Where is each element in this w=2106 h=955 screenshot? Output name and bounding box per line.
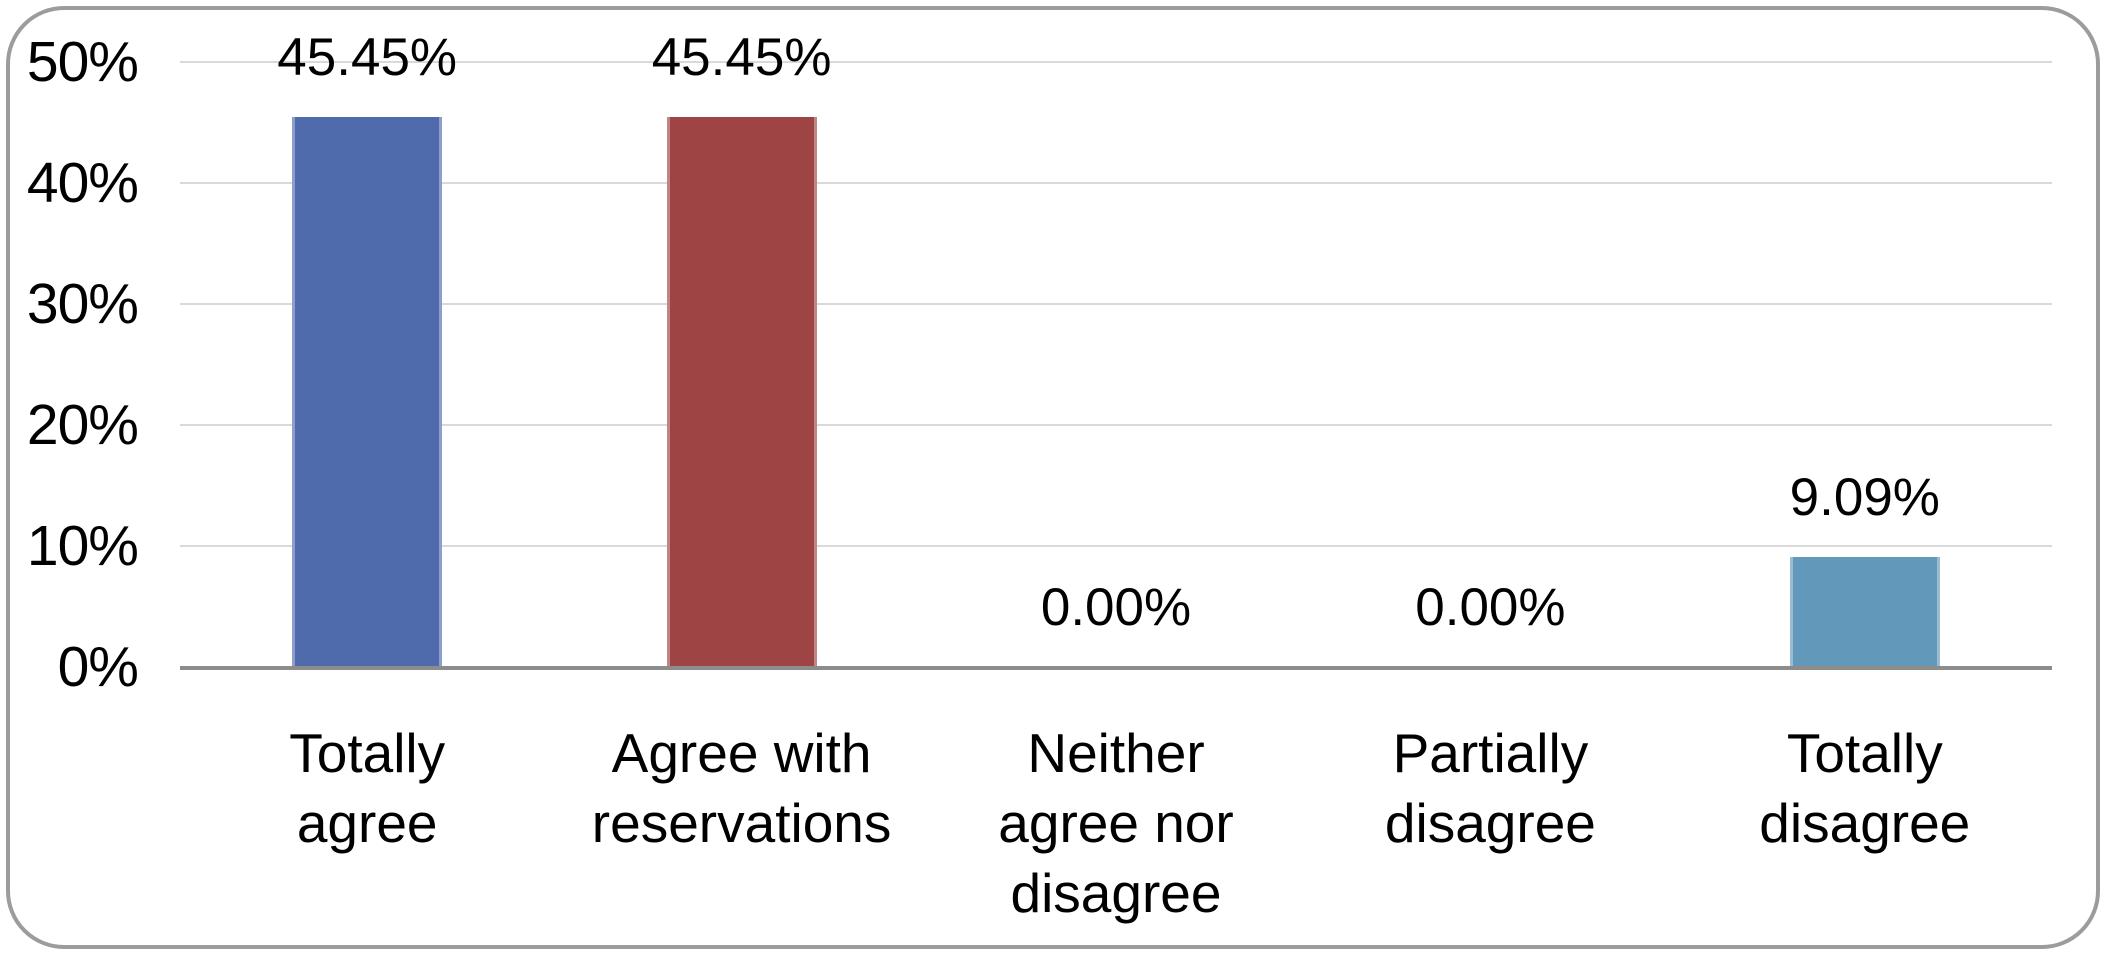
y-axis-label: 10%: [26, 514, 139, 578]
x-axis-label: Totally disagree: [1759, 722, 1971, 854]
gridline: [180, 303, 2052, 305]
data-label: 0.00%: [1040, 578, 1192, 637]
gridline: [180, 545, 2052, 547]
gridline: [180, 182, 2052, 184]
x-axis-line: [180, 666, 2052, 670]
y-axis-label: 50%: [26, 30, 139, 94]
x-axis-label: Partially disagree: [1384, 722, 1596, 854]
x-axis-label: Agree with reservations: [591, 722, 892, 854]
data-label: 45.45%: [651, 28, 832, 87]
y-axis-label: 40%: [26, 151, 139, 215]
y-axis-label: 20%: [26, 393, 139, 457]
data-label: 45.45%: [277, 28, 458, 87]
bar: [666, 117, 817, 667]
gridline: [180, 424, 2052, 426]
y-axis-label: 30%: [26, 272, 139, 336]
data-label: 0.00%: [1415, 578, 1566, 637]
x-axis-label: Neither agree nor disagree: [998, 722, 1234, 924]
bar: [292, 117, 443, 667]
bar: [1789, 557, 1940, 667]
x-axis-label: Totally agree: [289, 722, 446, 854]
gridline: [180, 61, 2052, 63]
y-axis-label: 0%: [57, 635, 139, 699]
data-label: 9.09%: [1789, 468, 1940, 527]
